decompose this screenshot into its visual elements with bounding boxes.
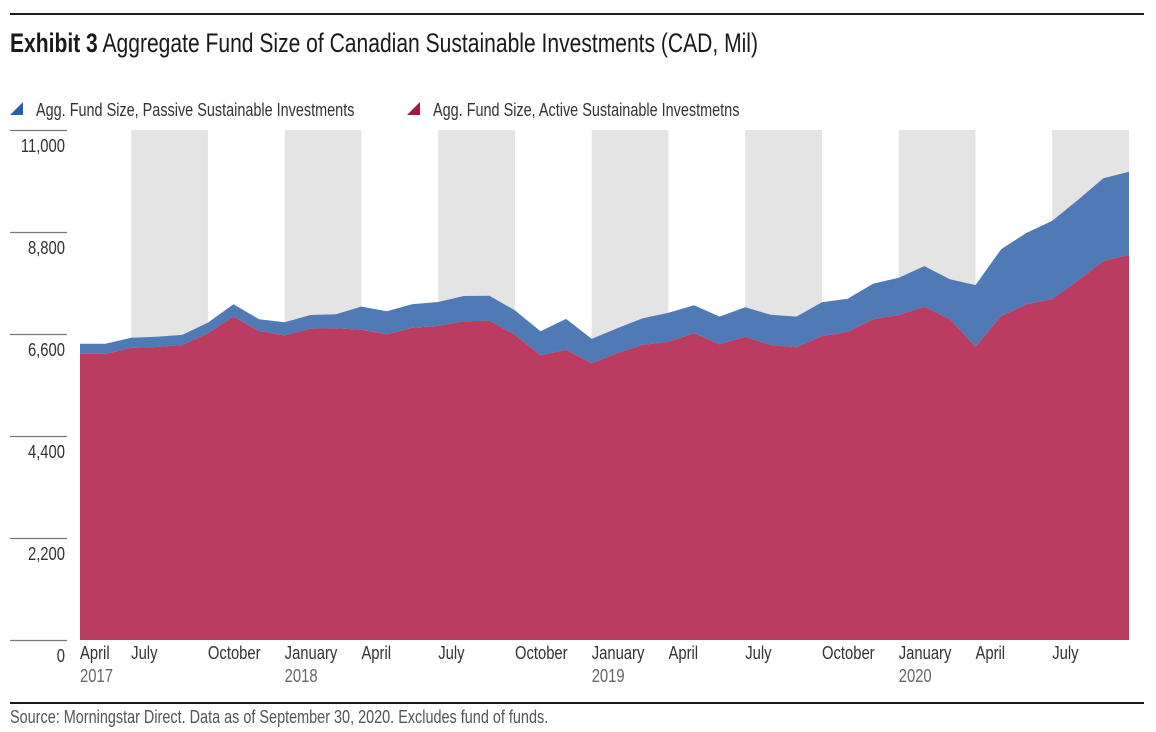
x-tick: July [1052,642,1079,663]
x-tick-year: 2019 [592,665,625,686]
x-tick: July [745,642,772,663]
exhibit-label: Exhibit 3 [10,28,98,58]
x-tick-label: January [285,642,338,663]
top-rule [10,13,1144,15]
chart-title: Exhibit 3 Aggregate Fund Size of Canadia… [10,26,969,60]
x-tick-label: April [975,642,1005,663]
active-swatch-icon [407,102,420,115]
source-note: Source: Morningstar Direct. Data as of S… [10,705,700,729]
x-tick: July [131,642,158,663]
x-tick: April [975,642,1005,663]
x-tick-label: July [745,642,772,663]
x-tick-label: April [668,642,698,663]
x-tick: April [668,642,698,663]
y-tick-label: 4,400 [28,441,65,462]
title-text: Aggregate Fund Size of Canadian Sustaina… [102,28,759,58]
x-tick-label: January [899,642,952,663]
x-tick-year: 2017 [80,665,113,686]
y-tick-label: 8,800 [28,237,65,258]
x-tick-label: October [822,642,875,663]
x-tick-label: January [592,642,645,663]
footer-rule [10,702,1144,704]
x-tick-year: 2020 [899,665,932,686]
x-tick-year: 2018 [285,665,318,686]
x-tick-label: April [361,642,391,663]
x-tick-label: July [131,642,158,663]
x-tick-label: October [208,642,261,663]
legend-label-active: Agg. Fund Size, Active Sustainable Inves… [433,99,740,120]
legend-label-passive: Agg. Fund Size, Passive Sustainable Inve… [36,99,355,120]
x-tick: October [208,642,261,663]
passive-swatch-icon [10,102,23,115]
y-tick-label: 0 [57,645,65,666]
series-areas [80,171,1129,640]
active-series-area [80,254,1129,640]
x-tick-label: July [438,642,465,663]
y-tick-label: 11,000 [21,135,65,156]
x-tick-label: July [1052,642,1079,663]
y-axis: 0 2,200 4,400 6,600 8,800 11,000 [10,129,67,666]
x-tick: October [822,642,875,663]
y-tick-label: 6,600 [28,339,65,360]
x-tick: April [361,642,391,663]
passive-series-area [80,171,1129,364]
x-tick: October [515,642,568,663]
source-text: Source: Morningstar Direct. Data as of S… [10,706,549,727]
x-tick-label: April [80,642,110,663]
x-tick-label: October [515,642,568,663]
y-tick-label: 2,200 [28,543,65,564]
x-tick: July [438,642,465,663]
